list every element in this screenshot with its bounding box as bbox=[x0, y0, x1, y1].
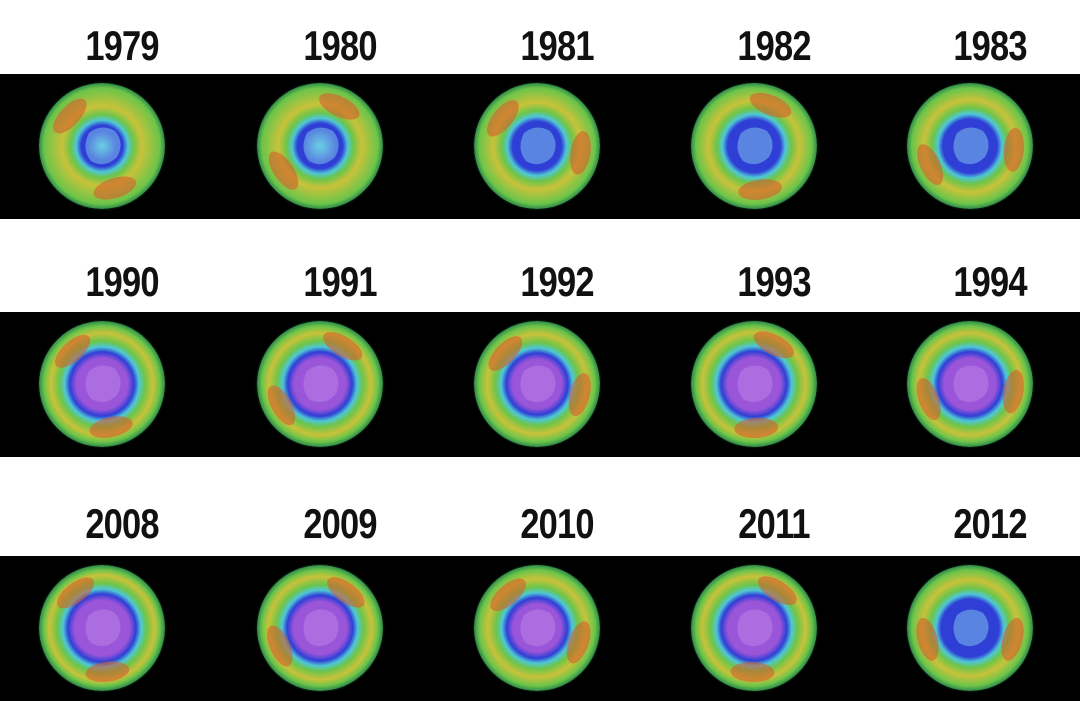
ozone-globe-image bbox=[39, 83, 165, 209]
ozone-globe-image bbox=[257, 565, 383, 691]
year-label: 1980 bbox=[303, 22, 377, 69]
year-label-row: 1990 1991 1992 1993 1994 bbox=[0, 258, 1080, 318]
ozone-globe-image bbox=[691, 565, 817, 691]
year-label: 1994 bbox=[953, 258, 1027, 305]
ozone-globe-image bbox=[474, 565, 600, 691]
year-label: 1983 bbox=[953, 22, 1027, 69]
year-label: 1990 bbox=[85, 258, 159, 305]
year-label: 2010 bbox=[520, 500, 594, 547]
year-label: 1982 bbox=[737, 22, 811, 69]
year-label-row: 2008 2009 2010 2011 2012 bbox=[0, 500, 1080, 560]
ozone-globe-image bbox=[39, 565, 165, 691]
ozone-globe-image bbox=[691, 321, 817, 447]
ozone-globe-image bbox=[474, 321, 600, 447]
year-label: 1981 bbox=[520, 22, 594, 69]
globe-band bbox=[0, 556, 1080, 701]
ozone-globe-image bbox=[907, 321, 1033, 447]
year-label: 1992 bbox=[520, 258, 594, 305]
globe-band bbox=[0, 74, 1080, 219]
year-label-row: 1979 1980 1981 1982 1983 bbox=[0, 22, 1080, 82]
year-label: 2008 bbox=[85, 500, 159, 547]
year-label: 1991 bbox=[303, 258, 377, 305]
year-label: 2011 bbox=[738, 500, 810, 547]
ozone-globe-image bbox=[691, 83, 817, 209]
ozone-globe-image bbox=[907, 83, 1033, 209]
year-label: 1993 bbox=[737, 258, 811, 305]
year-label: 1979 bbox=[85, 22, 159, 69]
ozone-globe-image bbox=[257, 83, 383, 209]
year-label: 2012 bbox=[953, 500, 1027, 547]
globe-band bbox=[0, 312, 1080, 457]
ozone-globe-image bbox=[474, 83, 600, 209]
ozone-globe-image bbox=[257, 321, 383, 447]
year-label: 2009 bbox=[303, 500, 377, 547]
ozone-globe-image bbox=[907, 565, 1033, 691]
ozone-globe-image bbox=[39, 321, 165, 447]
